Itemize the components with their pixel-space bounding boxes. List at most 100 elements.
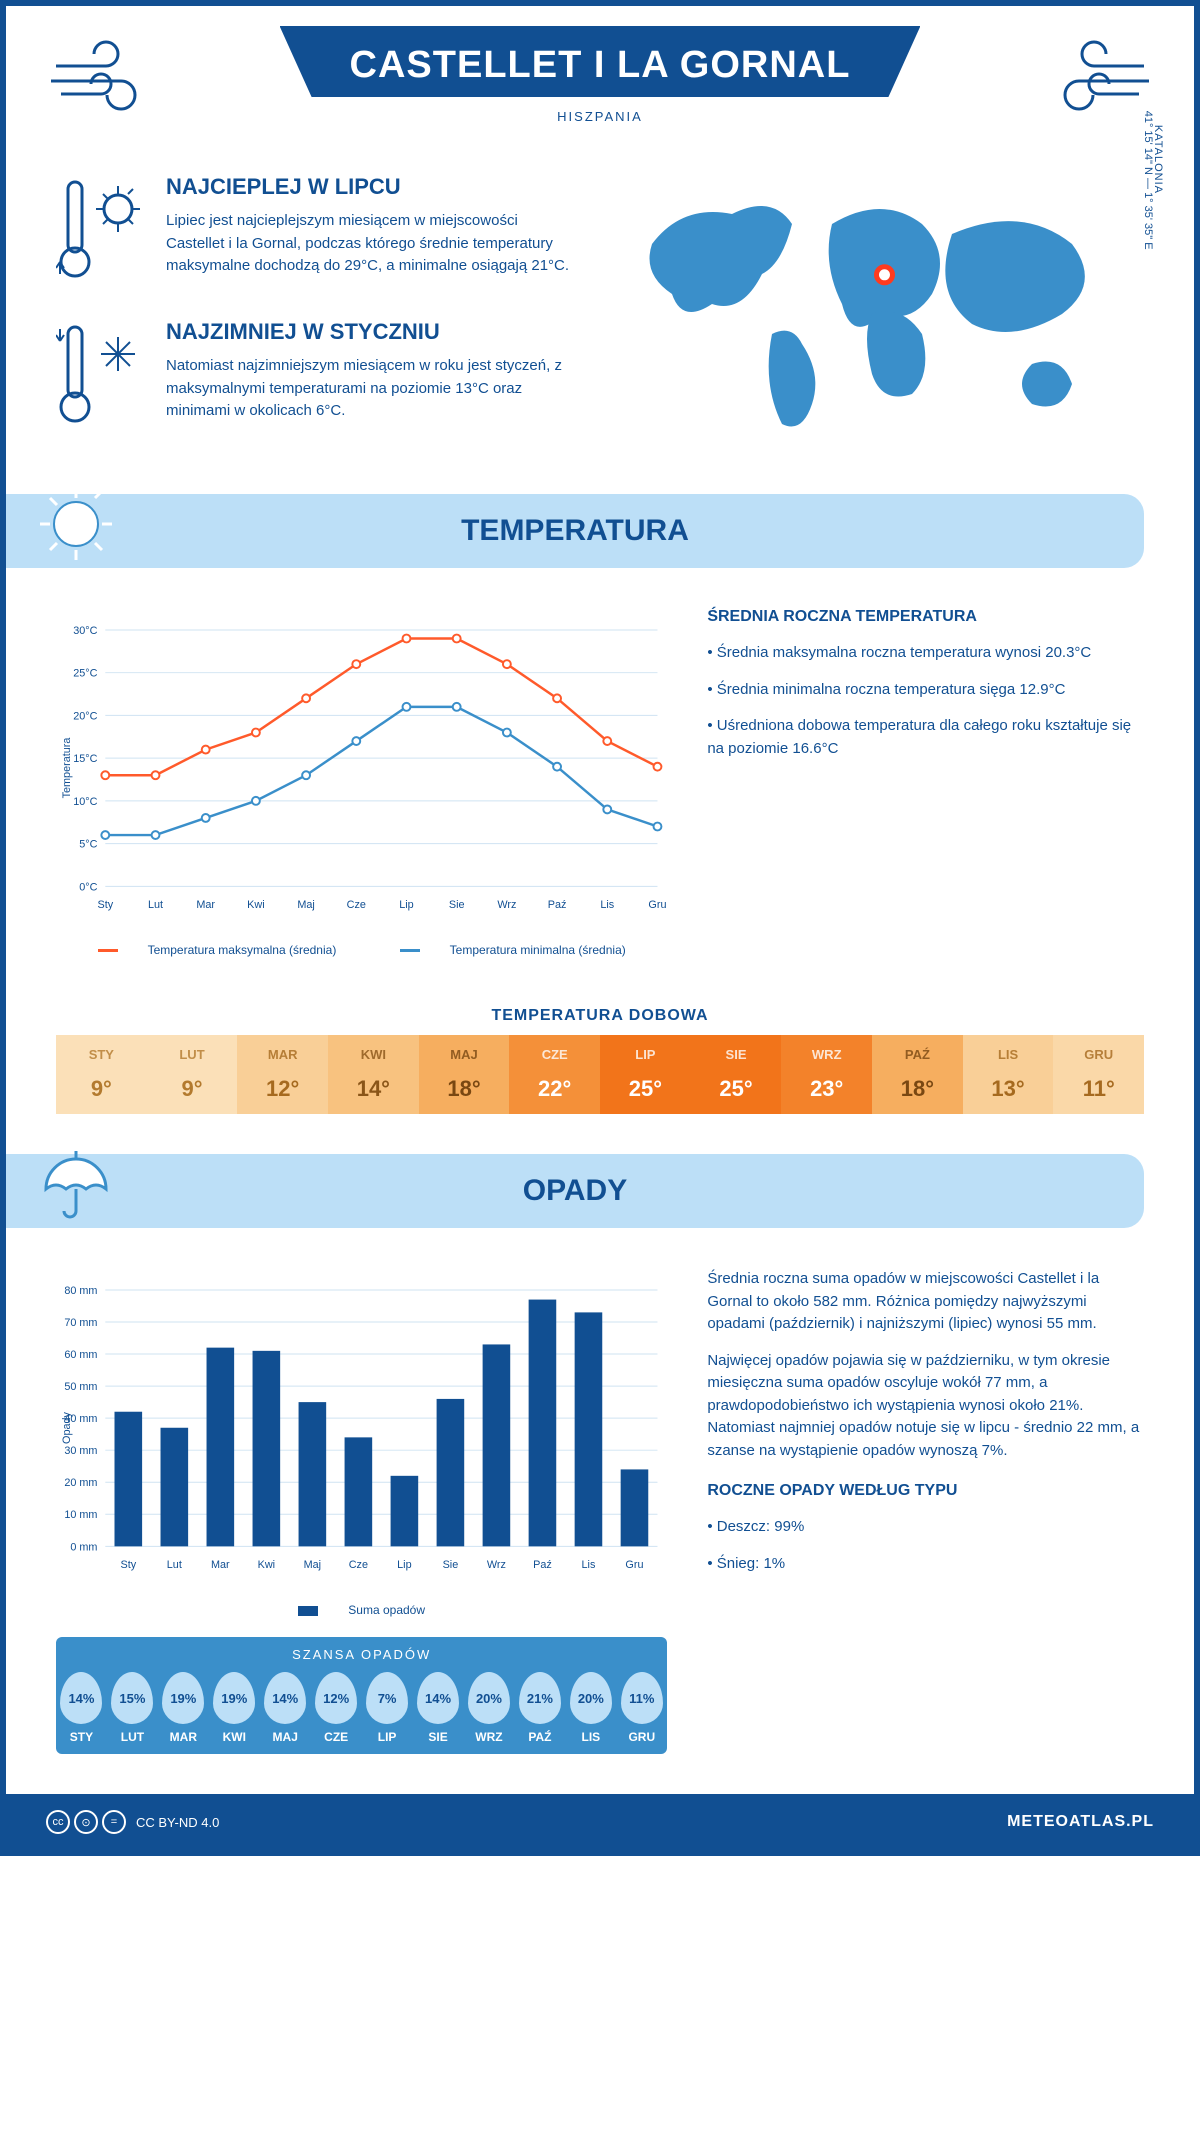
svg-text:10 mm: 10 mm xyxy=(64,1509,97,1521)
svg-text:Maj: Maj xyxy=(304,1559,321,1571)
rain-paragraph: Najwięcej opadów pojawia się w październ… xyxy=(707,1350,1144,1463)
temp-bullet: • Uśredniona dobowa temperatura dla całe… xyxy=(707,715,1144,760)
thermometer-sun-icon xyxy=(56,174,146,289)
svg-text:Lut: Lut xyxy=(167,1559,182,1571)
svg-text:Mar: Mar xyxy=(196,899,215,911)
drop-cell: 14%STY xyxy=(56,1672,107,1744)
rain-chance-table: SZANSA OPADÓW 14%STY15%LUT19%MAR19%KWI14… xyxy=(56,1637,667,1754)
temp-cell: WRZ23° xyxy=(781,1035,872,1114)
thermometer-snow-icon xyxy=(56,319,146,434)
svg-text:Mar: Mar xyxy=(211,1559,230,1571)
page-title: CASTELLET I LA GORNAL xyxy=(350,44,851,87)
umbrella-icon xyxy=(36,1144,116,1224)
svg-text:5°C: 5°C xyxy=(79,839,97,851)
temp-side-title: ŚREDNIA ROCZNA TEMPERATURA xyxy=(707,608,1144,626)
rain-header-text: OPADY xyxy=(523,1174,627,1207)
svg-text:50 mm: 50 mm xyxy=(64,1381,97,1393)
daily-temp-table: STY9°LUT9°MAR12°KWI14°MAJ18°CZE22°LIP25°… xyxy=(56,1035,1144,1114)
svg-text:Wrz: Wrz xyxy=(497,899,516,911)
world-map xyxy=(620,174,1144,454)
temp-header-text: TEMPERATURA xyxy=(461,514,689,547)
svg-text:60 mm: 60 mm xyxy=(64,1349,97,1361)
temp-section-header: TEMPERATURA xyxy=(6,494,1144,568)
cold-title: NAJZIMNIEJ W STYCZNIU xyxy=(166,319,580,345)
svg-text:Cze: Cze xyxy=(347,899,366,911)
svg-text:70 mm: 70 mm xyxy=(64,1317,97,1329)
temp-cell: KWI14° xyxy=(328,1035,419,1114)
svg-text:Maj: Maj xyxy=(297,899,314,911)
drop-cell: 7%LIP xyxy=(362,1672,413,1744)
temp-cell: MAJ18° xyxy=(419,1035,510,1114)
svg-text:0°C: 0°C xyxy=(79,881,97,893)
title-banner: CASTELLET I LA GORNAL xyxy=(280,26,921,97)
temp-bullet: • Średnia minimalna roczna temperatura s… xyxy=(707,679,1144,702)
drop-cell: 20%LIS xyxy=(565,1672,616,1744)
svg-text:30°C: 30°C xyxy=(73,625,97,637)
svg-text:20 mm: 20 mm xyxy=(64,1477,97,1489)
hot-block: NAJCIEPLEJ W LIPCU Lipiec jest najcieple… xyxy=(56,174,580,289)
license-text: CC BY-ND 4.0 xyxy=(136,1815,219,1830)
daily-temp-title: TEMPERATURA DOBOWA xyxy=(6,1007,1194,1025)
drop-cell: 12%CZE xyxy=(311,1672,362,1744)
temp-cell: LIS13° xyxy=(963,1035,1054,1114)
svg-text:Lis: Lis xyxy=(582,1559,596,1571)
temp-cell: SIE25° xyxy=(691,1035,782,1114)
temp-cell: CZE22° xyxy=(509,1035,600,1114)
site-name: METEOATLAS.PL xyxy=(1007,1813,1154,1831)
subtitle: HISZPANIA xyxy=(6,109,1194,124)
rain-type: • Deszcz: 99% xyxy=(707,1516,1144,1539)
wind-icon xyxy=(1044,36,1154,130)
svg-text:0 mm: 0 mm xyxy=(70,1541,97,1553)
svg-text:Paź: Paź xyxy=(533,1559,552,1571)
drop-cell: 19%MAR xyxy=(158,1672,209,1744)
temp-bullet: • Średnia maksymalna roczna temperatura … xyxy=(707,642,1144,665)
svg-text:Lip: Lip xyxy=(399,899,413,911)
svg-text:Lis: Lis xyxy=(600,899,614,911)
svg-text:Sie: Sie xyxy=(449,899,465,911)
sun-icon xyxy=(36,484,116,564)
wind-icon xyxy=(46,36,156,130)
temp-cell: LIP25° xyxy=(600,1035,691,1114)
drop-cell: 19%KWI xyxy=(209,1672,260,1744)
svg-text:Sty: Sty xyxy=(120,1559,136,1571)
svg-text:Lut: Lut xyxy=(148,899,163,911)
rain-chance-title: SZANSA OPADÓW xyxy=(56,1647,667,1662)
rain-paragraph: Średnia roczna suma opadów w miejscowośc… xyxy=(707,1268,1144,1336)
drop-cell: 14%MAJ xyxy=(260,1672,311,1744)
rain-chart: 0 mm10 mm20 mm30 mm40 mm50 mm60 mm70 mm8… xyxy=(56,1268,667,1588)
rain-section-header: OPADY xyxy=(6,1154,1144,1228)
svg-text:Gru: Gru xyxy=(648,899,666,911)
hot-title: NAJCIEPLEJ W LIPCU xyxy=(166,174,580,200)
cold-text: Natomiast najzimniejszym miesiącem w rok… xyxy=(166,355,580,423)
svg-text:25°C: 25°C xyxy=(73,668,97,680)
svg-text:Opady: Opady xyxy=(61,1411,73,1443)
svg-text:20°C: 20°C xyxy=(73,710,97,722)
temp-cell: GRU11° xyxy=(1053,1035,1144,1114)
svg-text:Temperatura: Temperatura xyxy=(61,737,73,799)
header: CASTELLET I LA GORNAL HISZPANIA xyxy=(6,6,1194,144)
drop-cell: 21%PAŹ xyxy=(514,1672,565,1744)
footer: cc⊙= CC BY-ND 4.0 METEOATLAS.PL xyxy=(6,1794,1194,1850)
drop-cell: 15%LUT xyxy=(107,1672,158,1744)
svg-text:10°C: 10°C xyxy=(73,796,97,808)
svg-text:30 mm: 30 mm xyxy=(64,1445,97,1457)
temp-legend: Temperatura maksymalna (średnia) Tempera… xyxy=(56,943,667,957)
drop-cell: 11%GRU xyxy=(616,1672,667,1744)
temp-cell: PAŹ18° xyxy=(872,1035,963,1114)
cc-icons: cc⊙= xyxy=(46,1810,126,1834)
svg-text:Sie: Sie xyxy=(443,1559,459,1571)
hot-text: Lipiec jest najcieplejszym miesiącem w m… xyxy=(166,210,580,278)
svg-text:Kwi: Kwi xyxy=(247,899,264,911)
temp-cell: MAR12° xyxy=(237,1035,328,1114)
svg-text:Wrz: Wrz xyxy=(487,1559,506,1571)
svg-text:Sty: Sty xyxy=(97,899,113,911)
rain-type: • Śnieg: 1% xyxy=(707,1553,1144,1576)
temperature-chart: 0°C 5°C 10°C 15°C 20°C 25°C 30°C Sty Lut Mar Kwi Ma… xyxy=(56,608,667,928)
drop-cell: 20%WRZ xyxy=(464,1672,515,1744)
svg-text:15°C: 15°C xyxy=(73,753,97,765)
svg-text:Gru: Gru xyxy=(625,1559,643,1571)
svg-text:80 mm: 80 mm xyxy=(64,1285,97,1297)
svg-text:Kwi: Kwi xyxy=(258,1559,275,1571)
drop-cell: 14%SIE xyxy=(413,1672,464,1744)
svg-text:Paź: Paź xyxy=(548,899,567,911)
